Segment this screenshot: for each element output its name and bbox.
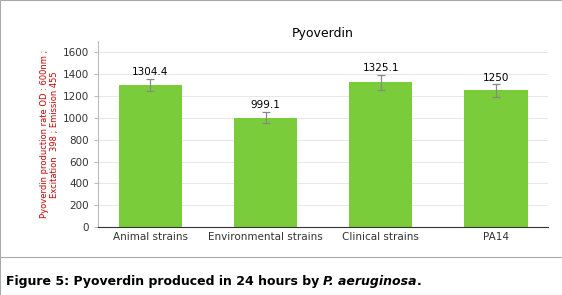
Bar [119,85,182,227]
Text: 1325.1: 1325.1 [362,63,399,73]
Bar [234,118,297,227]
Title: Pyoverdin: Pyoverdin [292,27,354,40]
Text: 1304.4: 1304.4 [132,67,169,77]
Text: .: . [417,275,422,288]
Text: 999.1: 999.1 [251,101,280,111]
Text: P. aeruginosa: P. aeruginosa [323,275,417,288]
Bar [464,91,528,227]
Y-axis label: Pyoverdin production rate OD : 600nm ;
Excitation  398 ; Emission 455: Pyoverdin production rate OD : 600nm ; E… [39,50,59,218]
Text: Figure 5: Pyoverdin produced in 24 hours by: Figure 5: Pyoverdin produced in 24 hours… [6,275,323,288]
Text: 1250: 1250 [483,73,509,83]
Bar [349,82,413,227]
